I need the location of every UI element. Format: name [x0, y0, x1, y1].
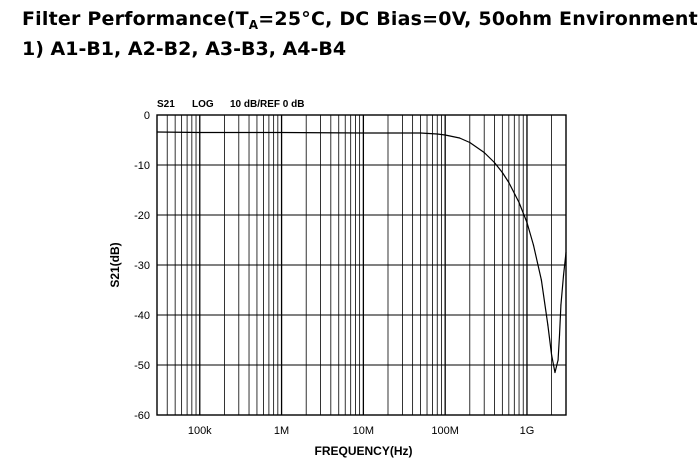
plot-frame [156, 114, 567, 416]
data-point [532, 244, 535, 246]
data-point [483, 151, 485, 154]
x-tick-label: 100k [188, 425, 212, 437]
data-point [560, 304, 562, 306]
x-tick-label: 10M [353, 425, 374, 437]
data-point [199, 131, 201, 134]
series-line [156, 131, 567, 374]
x-axis-title: FREQUENCY(Hz) [315, 444, 413, 458]
header-label: 10 dB/REF 0 dB [230, 99, 304, 110]
data-point [550, 354, 553, 356]
data-point [458, 137, 461, 139]
data-point [558, 334, 561, 336]
data-point [436, 133, 438, 135]
x-tick-label: 1G [520, 425, 535, 437]
x-tick-label: 1M [274, 425, 289, 437]
title-suffix: =25°C, DC Bias=0V, 50ohm Environment) [258, 8, 699, 30]
chart-title: Filter Performance(TA=25°C, DC Bias=0V, … [22, 8, 699, 32]
data-point [526, 221, 528, 224]
y-tick-label: -10 [134, 160, 150, 172]
data-point [501, 171, 503, 174]
data-point [156, 131, 158, 133]
header-label: S21 [157, 99, 175, 110]
y-tick-label: 0 [144, 110, 150, 122]
data-point [508, 181, 510, 184]
data-point [280, 131, 283, 134]
y-tick-label: -50 [134, 360, 150, 372]
data-point [540, 279, 542, 281]
data-point [565, 251, 567, 254]
x-tick-label: 100M [431, 425, 459, 437]
header-label: LOG [192, 99, 214, 110]
y-tick-label: -60 [134, 410, 150, 422]
y-tick-label: -20 [134, 210, 150, 222]
data-point [518, 201, 520, 204]
data-point [554, 371, 556, 374]
data-point [547, 324, 549, 326]
title-subscript: A [248, 18, 259, 32]
data-point [562, 274, 565, 276]
data-point [419, 132, 422, 134]
y-tick-label: -40 [134, 310, 150, 322]
data-point [444, 134, 446, 136]
data-point [362, 132, 364, 134]
y-tick-label: -30 [134, 260, 150, 272]
title-prefix: Filter Performance(T [22, 8, 249, 30]
y-axis-title: S21(dB) [108, 242, 122, 287]
data-point [493, 161, 496, 164]
chart-subtitle: 1) A1-B1, A2-B2, A3-B3, A4-B4 [22, 38, 347, 60]
data-point [557, 359, 559, 361]
data-point [469, 141, 471, 144]
